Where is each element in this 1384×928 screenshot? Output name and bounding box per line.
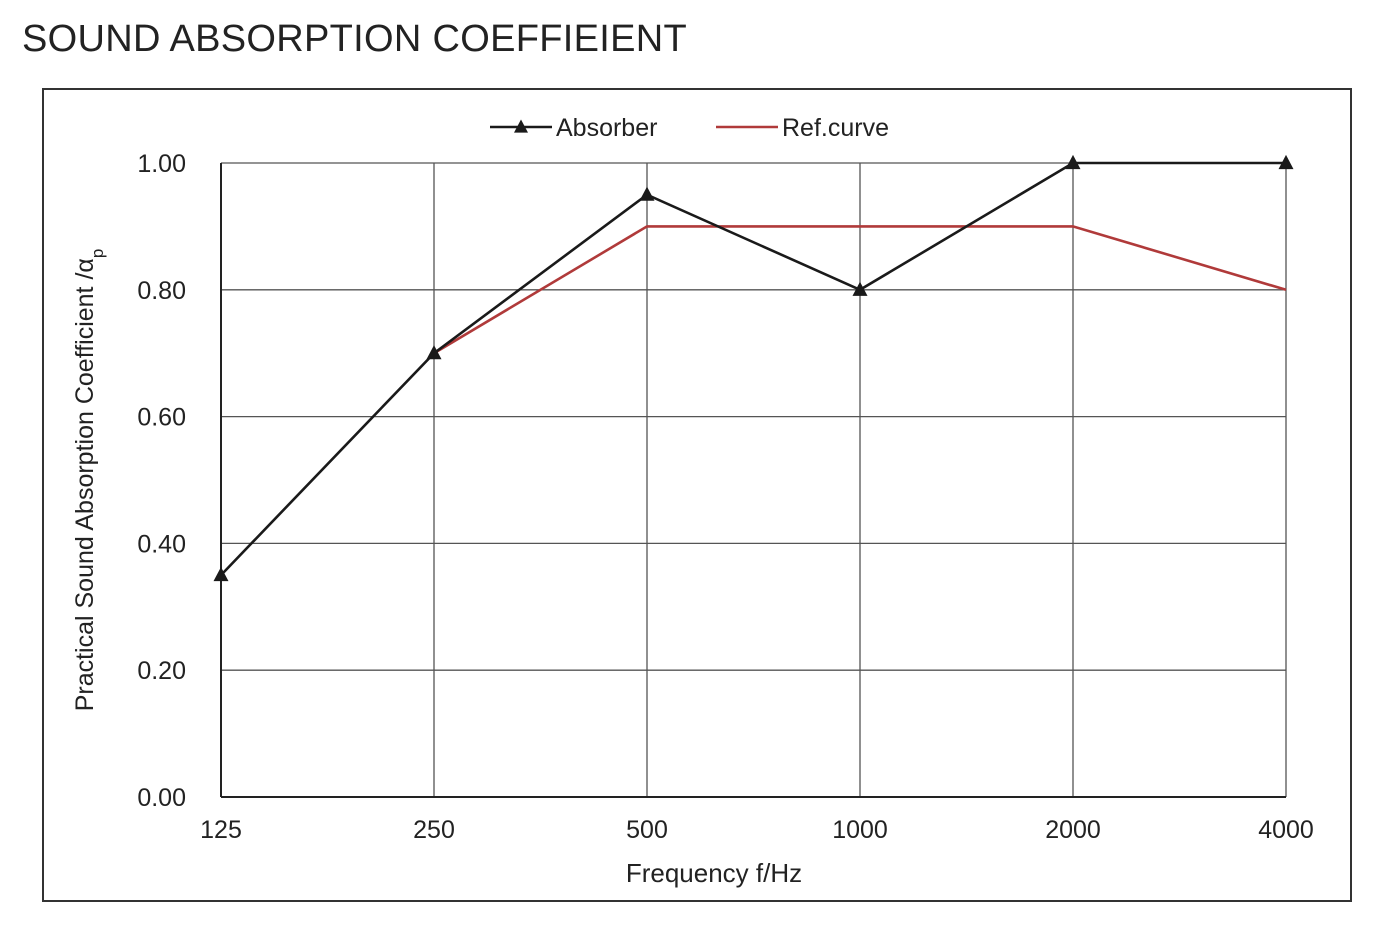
y-tick-label: 0.80 bbox=[137, 277, 186, 305]
series-ref-curve bbox=[433, 225, 1287, 355]
chart-frame bbox=[42, 88, 1352, 902]
axes: 0.00 0.20 0.40 0.60 0.80 1.00 125 250 500 1000 200… bbox=[137, 150, 1313, 844]
x-tick-label: 1000 bbox=[832, 816, 888, 844]
y-tick-label: 0.60 bbox=[137, 404, 186, 432]
data-point-absorber bbox=[1065, 154, 1081, 170]
x-tick-label: 4000 bbox=[1258, 816, 1314, 844]
x-tick-label: 2000 bbox=[1045, 816, 1101, 844]
data-point-absorber bbox=[213, 567, 229, 582]
legend: Absorber Ref.curve bbox=[490, 114, 889, 142]
series-line-absorber bbox=[220, 161, 1286, 577]
x-tick-label: 250 bbox=[413, 816, 455, 844]
x-axis-title: Frequency f/Hz bbox=[626, 858, 802, 888]
y-axis-title-subscript: p bbox=[88, 249, 107, 258]
legend-item-absorber: Absorber bbox=[490, 114, 657, 142]
y-tick-label: 0.00 bbox=[137, 784, 186, 812]
data-point-absorber bbox=[1278, 154, 1294, 170]
x-tick-label: 500 bbox=[626, 816, 668, 844]
grid bbox=[220, 162, 1287, 798]
y-tick-label: 0.40 bbox=[137, 530, 186, 558]
series-absorber bbox=[213, 154, 1294, 582]
legend-marker-absorber bbox=[514, 119, 528, 133]
y-axis-title: Practical Sound Absorption Coefficient /… bbox=[71, 249, 107, 712]
series-line-ref-curve bbox=[433, 225, 1287, 355]
x-tick-label: 125 bbox=[200, 816, 242, 844]
y-tick-label: 1.00 bbox=[137, 150, 186, 178]
data-point-absorber bbox=[852, 281, 868, 296]
legend-label-absorber: Absorber bbox=[556, 114, 657, 142]
legend-label-ref-curve: Ref.curve bbox=[782, 114, 889, 142]
y-axis-title-main: Practical Sound Absorption Coefficient /… bbox=[71, 258, 99, 711]
data-point-absorber bbox=[426, 345, 442, 360]
legend-item-ref-curve: Ref.curve bbox=[716, 114, 889, 142]
y-tick-label: 0.20 bbox=[137, 657, 186, 685]
series-layer bbox=[213, 154, 1294, 582]
data-point-absorber bbox=[639, 186, 655, 201]
y-axis-title-group: Practical Sound Absorption Coefficient /… bbox=[71, 249, 107, 712]
page-title: SOUND ABSORPTION COEFFIEIENT bbox=[22, 18, 688, 60]
